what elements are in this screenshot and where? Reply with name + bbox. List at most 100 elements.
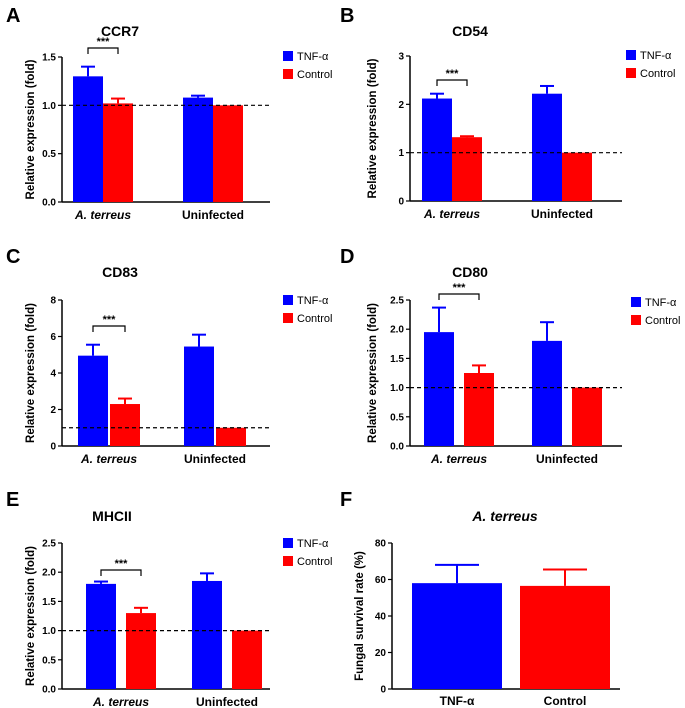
- chart-title: CCR7: [101, 23, 139, 39]
- y-tick-label: 1.0: [42, 101, 56, 112]
- y-tick-label: 4: [50, 369, 56, 380]
- y-tick-label: 0.5: [42, 655, 56, 666]
- bar-tnf: [424, 332, 454, 446]
- chart-panel-b: B CD54 Relative expression (fold) 0 1 2 3 A. te…: [340, 5, 675, 221]
- y-axis-label: Relative expression (fold): [25, 303, 37, 443]
- y-tick-label: 2: [398, 100, 404, 111]
- y-tick-label: 1.5: [390, 354, 404, 365]
- bar-control: [103, 103, 133, 202]
- x-tick-label: Control: [544, 694, 587, 708]
- y-tick-label: 0: [50, 442, 56, 453]
- y-tick-label: 1.0: [390, 383, 404, 394]
- significance-label: ***: [103, 314, 117, 326]
- chart-title: CD54: [452, 23, 488, 39]
- legend-label: TNF-α: [297, 538, 329, 550]
- legend-label: TNF-α: [645, 297, 677, 309]
- chart-title: MHCII: [92, 508, 132, 524]
- significance-label: ***: [115, 558, 129, 570]
- y-tick-label: 0.0: [42, 685, 56, 696]
- panel-letter: F: [340, 489, 352, 511]
- bar-control: [126, 613, 156, 689]
- x-tick-label: Uninfected: [536, 452, 598, 466]
- bar-tnf: [532, 340, 562, 446]
- chart-panel-c: C CD83 Relative expression (fold) 0 2 4 6 8 A. t…: [6, 246, 332, 466]
- chart-title: CD80: [452, 264, 488, 280]
- legend-label: Control: [640, 68, 675, 80]
- panel-letter: E: [6, 489, 19, 511]
- x-tick-label: A. terreus: [423, 207, 480, 221]
- x-tick-label: A. terreus: [80, 452, 137, 466]
- y-tick-label: 6: [50, 332, 56, 343]
- y-axis-label: Relative expression (fold): [367, 303, 379, 443]
- bar-control: [110, 404, 140, 446]
- legend-swatch: [631, 315, 641, 325]
- y-axis-label: Fungal survival rate (%): [354, 551, 366, 681]
- significance-label: ***: [446, 68, 460, 80]
- bar-tnf: [184, 346, 214, 446]
- bar-control: [520, 585, 610, 689]
- y-tick-label: 0.5: [42, 149, 56, 160]
- bar-control: [216, 427, 246, 446]
- bar-control: [572, 387, 602, 446]
- legend-label: Control: [297, 69, 332, 81]
- significance-bracket: [438, 293, 480, 300]
- legend-swatch: [283, 69, 293, 79]
- y-axis-label: Relative expression (fold): [25, 59, 37, 199]
- y-tick-label: 2: [50, 405, 56, 416]
- significance-label: ***: [453, 282, 467, 294]
- legend-label: Control: [297, 556, 332, 568]
- chart-title: A. terreus: [471, 508, 538, 524]
- legend-label: TNF-α: [297, 295, 329, 307]
- significance-bracket: [100, 569, 142, 576]
- panel-letter: D: [340, 246, 354, 268]
- y-tick-label: 0.0: [42, 198, 56, 209]
- bar-tnf: [183, 97, 213, 202]
- y-tick-label: 2.5: [42, 539, 56, 550]
- legend-swatch: [626, 68, 636, 78]
- legend-label: TNF-α: [640, 50, 672, 62]
- legend-swatch: [283, 556, 293, 566]
- x-tick-label: Uninfected: [184, 452, 246, 466]
- chart-title: CD83: [102, 264, 138, 280]
- y-axis-label: Relative expression (fold): [367, 58, 379, 198]
- bar-tnf: [86, 583, 116, 689]
- y-tick-label: 2.0: [42, 568, 56, 579]
- y-tick-label: 40: [375, 612, 387, 623]
- legend-label: Control: [645, 315, 680, 327]
- y-tick-label: 1.5: [42, 53, 56, 64]
- legend-swatch: [283, 313, 293, 323]
- y-tick-label: 0.5: [390, 412, 404, 423]
- bar-tnf: [412, 583, 502, 689]
- legend-swatch: [626, 50, 636, 60]
- bar-control: [464, 373, 494, 446]
- panel-letter: A: [6, 5, 20, 27]
- y-tick-label: 60: [375, 575, 387, 586]
- x-tick-label: Uninfected: [531, 207, 593, 221]
- bar-control: [213, 105, 243, 202]
- significance-bracket: [92, 325, 126, 332]
- bar-control: [562, 152, 592, 201]
- y-tick-label: 3: [398, 52, 404, 63]
- significance-bracket: [87, 47, 119, 54]
- bar-control: [452, 137, 482, 201]
- panel-letter: B: [340, 5, 354, 27]
- significance-bracket: [436, 79, 468, 86]
- chart-panel-a: A CCR7 Relative expression (fold) 0.0 0.5 1.0…: [6, 5, 332, 222]
- x-tick-label: A. terreus: [74, 208, 131, 222]
- legend-label: TNF-α: [297, 51, 329, 63]
- x-tick-label: Uninfected: [182, 208, 244, 222]
- legend-swatch: [283, 538, 293, 548]
- x-tick-label: A. terreus: [92, 695, 149, 708]
- significance-label: ***: [97, 36, 111, 48]
- y-tick-label: 0: [380, 685, 386, 696]
- legend-swatch: [283, 295, 293, 305]
- panel-letter: C: [6, 246, 20, 268]
- bar-tnf: [422, 98, 452, 201]
- legend-swatch: [283, 51, 293, 61]
- y-tick-label: 80: [375, 539, 387, 550]
- y-tick-label: 1: [398, 148, 404, 159]
- y-tick-label: 1.5: [42, 597, 56, 608]
- y-tick-label: 0.0: [390, 442, 404, 453]
- chart-panel-d: D CD80 Relative expression (fold) 0.0 0.5 1.0…: [340, 246, 680, 466]
